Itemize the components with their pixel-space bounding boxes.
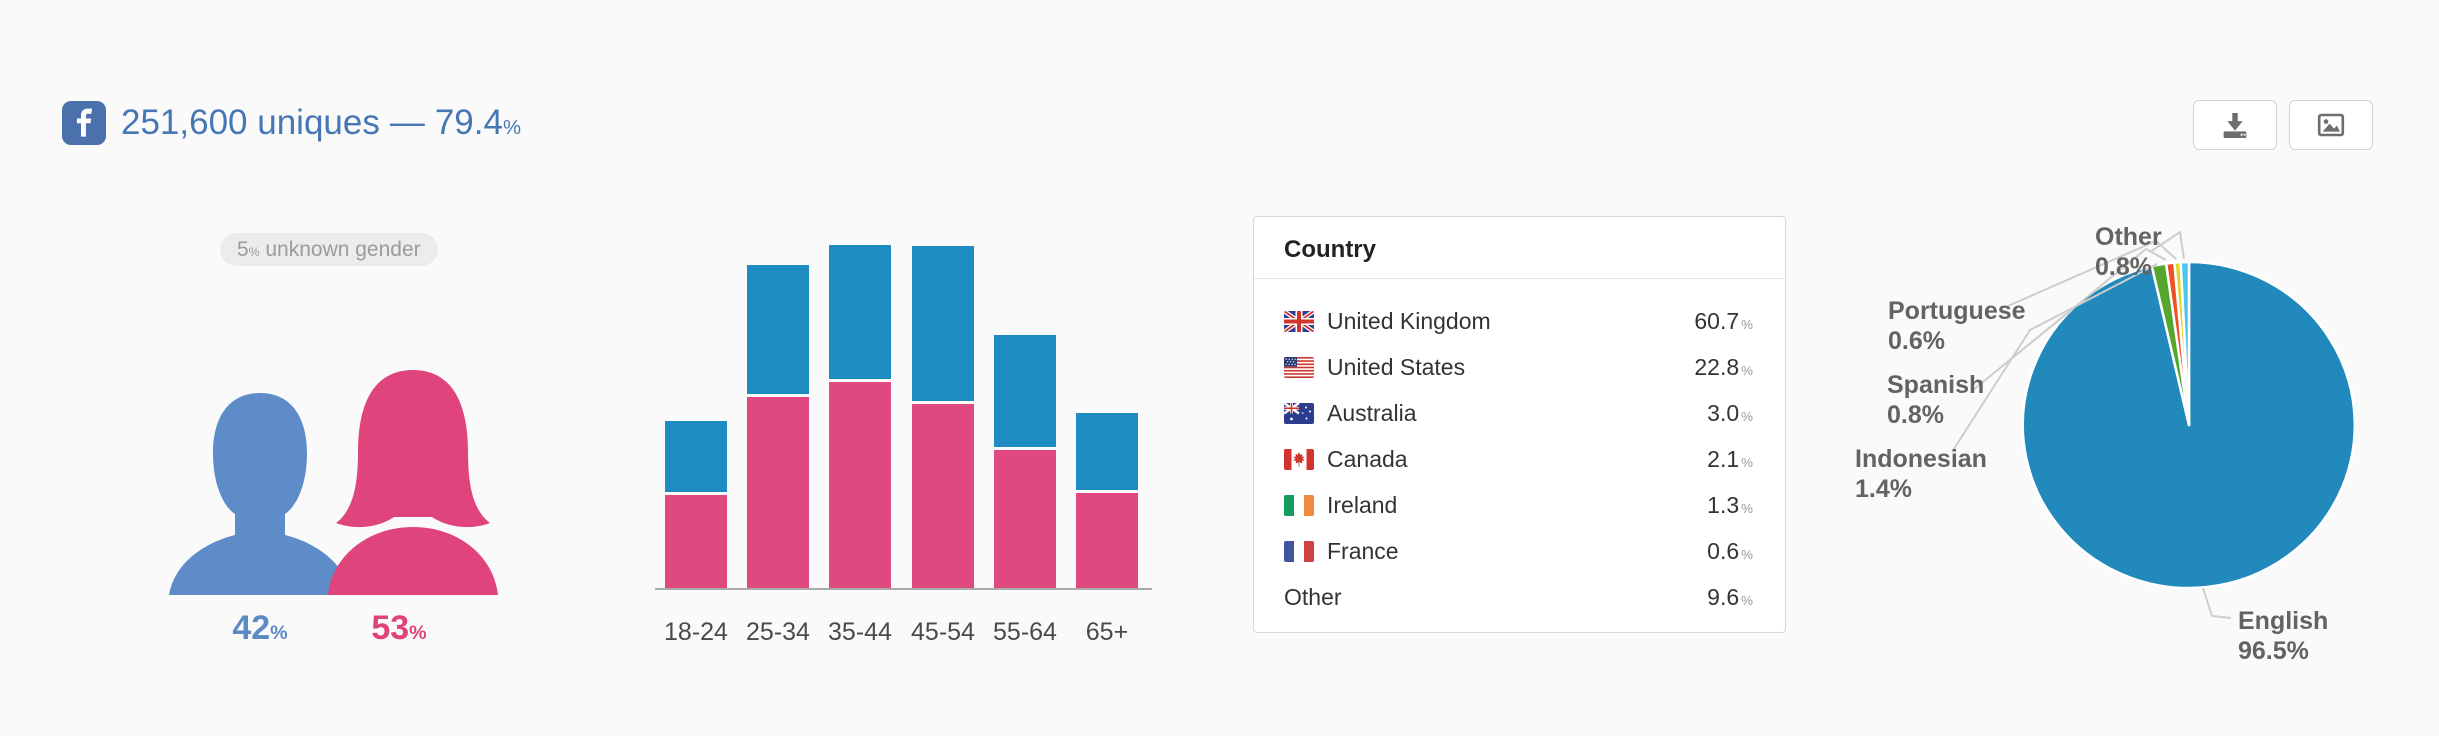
country-row: Canada 2.1%	[1284, 436, 1753, 482]
country-row: France 0.6%	[1284, 528, 1753, 574]
title-dash: —	[389, 103, 425, 142]
bar-male-55-64[interactable]	[994, 335, 1056, 447]
flag-france-icon	[1284, 540, 1314, 562]
bar-male-25-34[interactable]	[747, 265, 809, 394]
unknown-gender-value: 5	[237, 238, 249, 261]
image-export-icon	[2317, 113, 2345, 137]
country-row: United States 22.8%	[1284, 344, 1753, 390]
country-row: Ireland 1.3%	[1284, 482, 1753, 528]
country-row: Other 9.6%	[1284, 574, 1753, 620]
facebook-icon	[62, 101, 106, 145]
country-card: Country United Kingdom 60.7% United States…	[1253, 216, 1786, 633]
country-value: 1.3%	[1707, 491, 1753, 518]
uniques-count: 251,600 uniques	[121, 103, 380, 142]
pie-slice-other[interactable]	[2179, 260, 2191, 427]
country-row: United Kingdom 60.7%	[1284, 298, 1753, 344]
bar-male-65+[interactable]	[1076, 413, 1138, 490]
bar-female-18-24[interactable]	[665, 495, 727, 588]
flag-ireland-icon	[1284, 494, 1314, 516]
download-button[interactable]	[2193, 100, 2277, 150]
pie-label-spanish: Spanish 0.8%	[1887, 371, 1985, 429]
bar-male-35-44[interactable]	[829, 245, 891, 379]
flag-united-kingdom-icon	[1284, 310, 1314, 332]
download-icon	[2223, 113, 2247, 138]
bar-female-55-64[interactable]	[994, 450, 1056, 588]
pie-label-indonesian: Indonesian 1.4%	[1855, 445, 1987, 503]
age-label-45-54: 45-54	[911, 618, 975, 646]
male-silhouette-icon	[169, 393, 351, 595]
bar-female-25-34[interactable]	[747, 397, 809, 588]
female-percent-value: 53	[371, 609, 410, 647]
country-value: 2.1%	[1707, 445, 1753, 472]
leader-line-english	[2202, 587, 2232, 619]
age-label-55-64: 55-64	[993, 618, 1057, 646]
country-name: Canada	[1327, 445, 1408, 472]
header: 251,600 uniques —79.4%	[62, 101, 521, 145]
country-name: United Kingdom	[1327, 307, 1491, 334]
country-row: Australia 3.0%	[1284, 390, 1753, 436]
female-percent-sign: %	[409, 622, 427, 644]
flag-united-states-icon	[1284, 356, 1314, 378]
male-percent-value: 42	[232, 609, 271, 647]
page-title: 251,600 uniques —79.4%	[121, 103, 521, 143]
toolbar	[2193, 100, 2373, 150]
country-card-title: Country	[1254, 217, 1785, 279]
female-percent: 53%	[339, 609, 459, 648]
country-name: Ireland	[1327, 491, 1398, 518]
country-value: 60.7%	[1694, 307, 1753, 334]
unknown-gender-badge: 5% unknown gender	[220, 233, 438, 266]
bar-male-45-54[interactable]	[912, 246, 974, 401]
pie-label-english: English 96.5%	[2238, 607, 2329, 665]
reach-percent-sign: %	[502, 117, 522, 139]
bar-male-18-24[interactable]	[665, 421, 727, 492]
unknown-gender-percent-sign: %	[248, 245, 260, 259]
flag-australia-icon	[1284, 402, 1314, 424]
export-image-button[interactable]	[2289, 100, 2373, 150]
pie-label-portuguese: Portuguese 0.6%	[1888, 297, 2026, 355]
flag-canada-icon	[1284, 448, 1314, 470]
bar-female-45-54[interactable]	[912, 404, 974, 588]
age-bar-chart	[655, 238, 1152, 588]
age-label-35-44: 35-44	[828, 618, 892, 646]
female-silhouette-icon	[328, 370, 498, 595]
reach-percent: 79.4	[434, 103, 503, 142]
x-axis-line	[655, 588, 1152, 590]
bar-female-65+[interactable]	[1076, 493, 1138, 588]
age-label-25-34: 25-34	[746, 618, 810, 646]
country-value: 3.0%	[1707, 399, 1753, 426]
country-value: 22.8%	[1694, 353, 1753, 380]
age-label-65+: 65+	[1085, 618, 1129, 646]
age-label-18-24: 18-24	[664, 618, 728, 646]
country-name: United States	[1327, 353, 1466, 380]
unknown-gender-label: unknown gender	[265, 238, 421, 261]
bar-female-35-44[interactable]	[829, 382, 891, 588]
country-name: Other	[1284, 583, 1342, 610]
country-value: 0.6%	[1707, 537, 1753, 564]
country-name: Australia	[1327, 399, 1417, 426]
male-percent-sign: %	[270, 622, 288, 644]
country-rows: United Kingdom 60.7% United States 22.8% Aus…	[1254, 279, 1785, 620]
male-percent: 42%	[200, 609, 320, 648]
pie-label-other: Other 0.8%	[2095, 223, 2162, 281]
country-name: France	[1327, 537, 1399, 564]
country-value: 9.6%	[1707, 583, 1753, 610]
